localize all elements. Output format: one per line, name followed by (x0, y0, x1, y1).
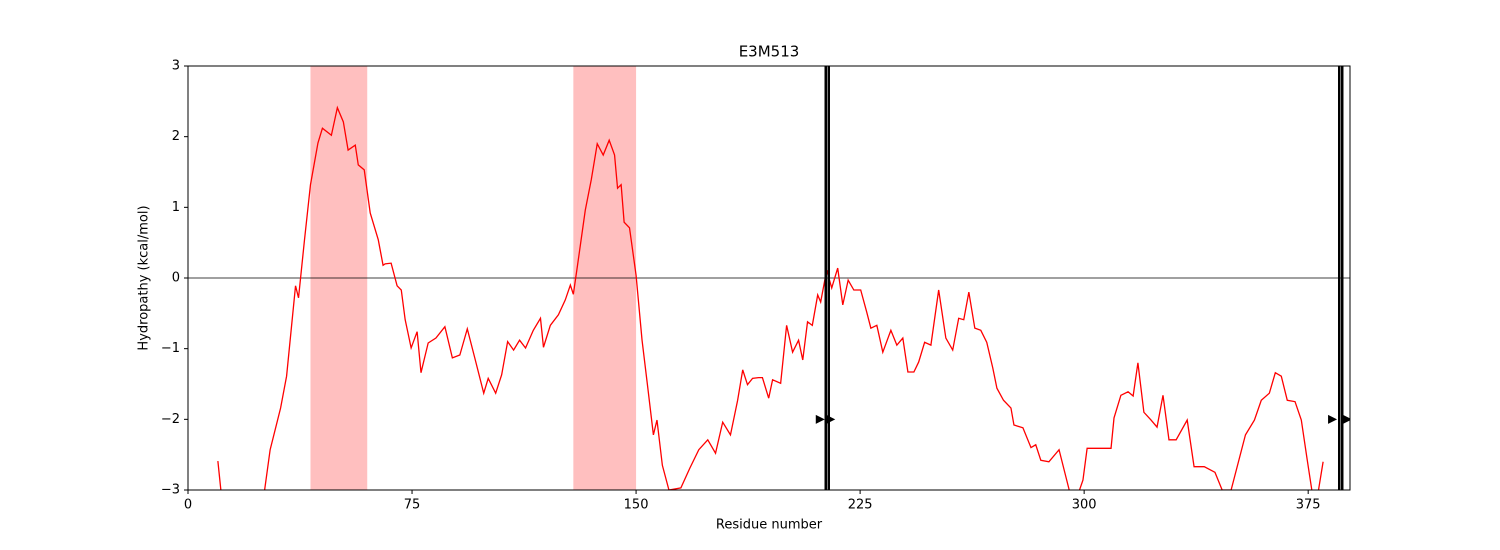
marker (826, 414, 836, 424)
y-tick-label: 3 (172, 59, 180, 74)
y-tick-label: −3 (161, 483, 180, 498)
marker (1328, 414, 1338, 424)
plot-area (188, 66, 1350, 490)
marker (815, 414, 825, 424)
x-tick-label: 300 (1072, 498, 1097, 513)
data-line (217, 105, 1324, 490)
y-tick-label: −2 (161, 412, 180, 427)
y-tick-label: 2 (172, 129, 180, 144)
x-tick-label: 150 (624, 498, 649, 513)
x-axis-label: Residue number (716, 518, 823, 533)
marker (1343, 414, 1350, 424)
y-tick-label: −1 (161, 341, 180, 356)
y-axis-label: Hydropathy (kcal/mol) (137, 205, 152, 350)
x-tick-label: 375 (1296, 498, 1321, 513)
x-tick-label: 225 (848, 498, 873, 513)
y-tick-label: 1 (172, 200, 180, 215)
y-tick-label: 0 (172, 271, 180, 286)
chart-title: E3M513 (739, 43, 800, 61)
x-tick-label: 75 (404, 498, 421, 513)
x-tick-label: 0 (184, 498, 192, 513)
